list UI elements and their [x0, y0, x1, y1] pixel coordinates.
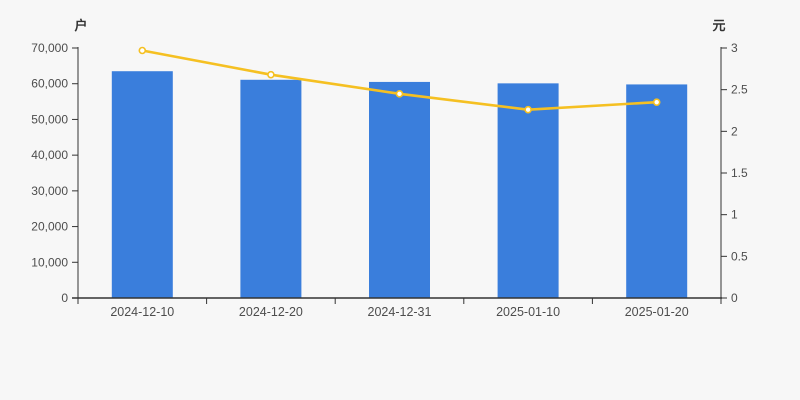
right-axis-tick-label: 0 [731, 291, 738, 305]
households-bar[interactable] [626, 84, 688, 298]
right-axis-tick-label: 1 [731, 208, 738, 222]
left-axis-tick-label: 70,000 [31, 41, 68, 55]
households-bar[interactable] [240, 79, 302, 299]
left-axis-tick-label: 10,000 [31, 255, 68, 269]
x-axis-label: 2024-12-31 [368, 305, 432, 319]
x-axis-label: 2025-01-20 [625, 305, 689, 319]
line-point-marker[interactable] [267, 70, 275, 79]
x-axis-label: 2024-12-20 [239, 305, 303, 319]
right-axis-tick-label: 2 [731, 124, 738, 138]
households-bar[interactable] [497, 83, 559, 298]
left-axis-tick-label: 30,000 [31, 184, 68, 198]
right-axis-unit-label: 元 [712, 18, 725, 33]
line-point-marker[interactable] [652, 98, 661, 106]
line-point-marker[interactable] [395, 90, 404, 98]
x-axis-label: 2025-01-10 [496, 305, 560, 319]
left-axis-tick-label: 0 [61, 291, 68, 305]
x-axis-label: 2024-12-10 [110, 305, 174, 319]
left-axis-tick-label: 60,000 [31, 77, 68, 91]
right-axis-tick-label: 2.5 [731, 83, 748, 97]
households-bar[interactable] [369, 81, 430, 298]
right-axis-tick-label: 1.5 [731, 166, 748, 180]
households-bar[interactable] [111, 71, 173, 298]
right-axis-tick-label: 0.5 [731, 249, 748, 263]
line-point-marker[interactable] [138, 46, 147, 55]
right-axis-tick-label: 3 [731, 41, 738, 55]
left-axis-tick-label: 50,000 [31, 112, 68, 126]
left-axis-unit-label: 户 [74, 18, 87, 33]
left-axis-tick-label: 20,000 [31, 220, 68, 234]
left-axis-tick-label: 40,000 [31, 148, 68, 162]
line-point-marker[interactable] [524, 105, 532, 114]
